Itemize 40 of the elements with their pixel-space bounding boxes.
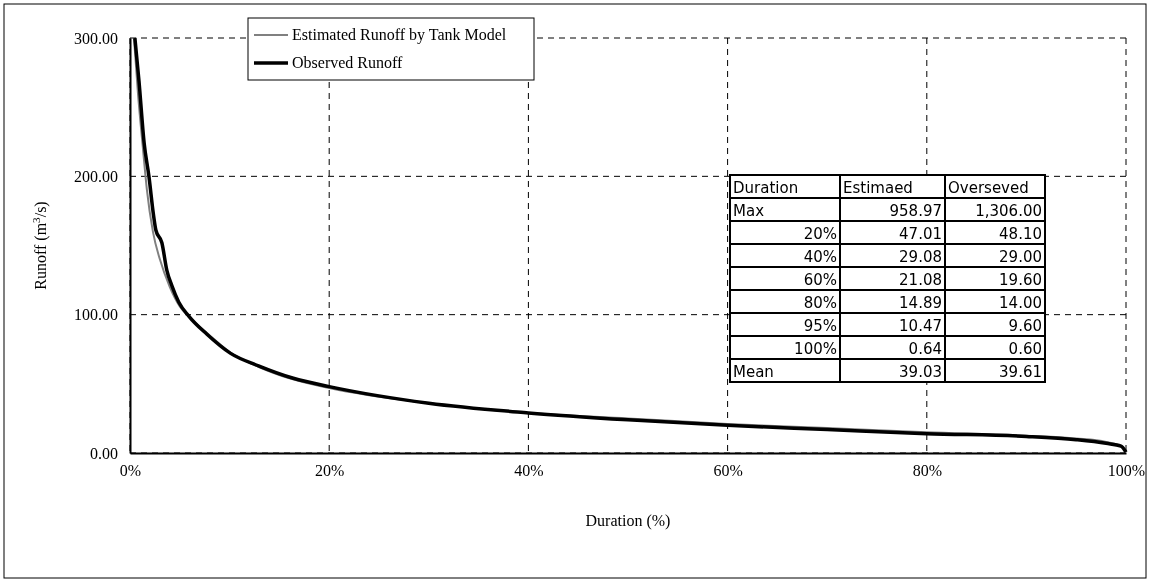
x-axis-title: Duration (%) — [585, 512, 671, 530]
annotation: 958.97 — [889, 202, 942, 220]
annotation: 60% — [803, 271, 837, 289]
annotation: 19.60 — [999, 271, 1042, 289]
annotation: 29.00 — [999, 248, 1042, 266]
annotation: 20% — [803, 225, 837, 243]
annotation: Overseved — [948, 179, 1029, 197]
annotation: 0.60 — [1008, 340, 1042, 358]
annotation: 14.00 — [999, 294, 1042, 312]
annotation: Duration — [733, 179, 799, 197]
y-tick-label: 300.00 — [74, 29, 118, 47]
x-tick-label: 100% — [1107, 462, 1146, 480]
annotation: 39.61 — [999, 363, 1042, 381]
annotation: 39.03 — [899, 363, 942, 381]
annotation: Mean — [733, 363, 774, 381]
annotation: 21.08 — [899, 271, 942, 289]
annotation: 29.08 — [899, 248, 942, 266]
legend-label: Observed Runoff — [292, 54, 404, 71]
annotation: 1,306.00 — [975, 202, 1042, 220]
legend-label: Estimated Runoff by Tank Model — [292, 26, 507, 44]
annotation: 10.47 — [899, 317, 942, 335]
x-tick-label: 20% — [315, 462, 345, 480]
annotation: 47.01 — [899, 225, 942, 243]
y-tick-label: 100.00 — [74, 306, 118, 324]
y-tick-label: 200.00 — [74, 167, 118, 185]
annotation: 48.10 — [999, 225, 1042, 243]
annotation: Max — [733, 202, 765, 220]
annotation: 9.60 — [1008, 317, 1042, 335]
annotation: 14.89 — [899, 294, 942, 312]
annotation: Estimaed — [843, 179, 913, 197]
annotation: 100% — [794, 340, 837, 358]
x-tick-label: 40% — [514, 462, 544, 480]
annotation: 40% — [803, 248, 837, 266]
annotation: 80% — [803, 294, 837, 312]
y-tick-label: 0.00 — [90, 444, 118, 462]
annotation: 0.64 — [908, 340, 942, 358]
x-tick-label: 80% — [912, 462, 942, 480]
x-tick-label: 0% — [119, 462, 142, 480]
x-tick-label: 60% — [713, 462, 743, 480]
annotation: 95% — [803, 317, 837, 335]
